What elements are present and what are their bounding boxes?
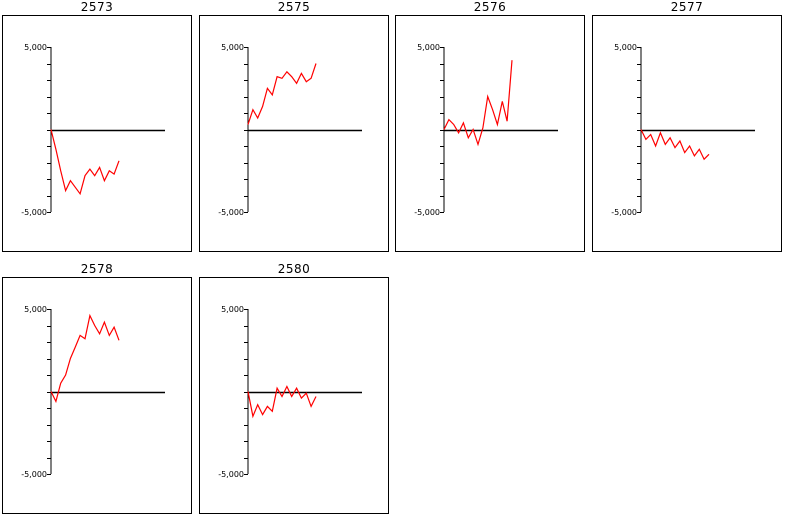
y-tick-label-min: -5,000 (218, 470, 244, 479)
plot-svg: 5,000 -5,000 (21, 305, 165, 479)
plot-frame: 5,000 -5,000 (199, 15, 389, 252)
plot-svg: 5,000 -5,000 (218, 43, 362, 217)
y-tick-label-max: 5,000 (221, 305, 244, 314)
series-line (50, 129, 120, 196)
y-tick-label-min: -5,000 (414, 208, 440, 217)
y-tick-label-max: 5,000 (221, 43, 244, 52)
chart-panel: 2580 5,000 -5,000 (199, 262, 389, 514)
plot-frame: 5,000 -5,000 (199, 277, 389, 514)
panel-title: 2573 (80, 0, 114, 14)
plot-svg: 5,000 -5,000 (218, 305, 362, 479)
plot-svg: 5,000 -5,000 (611, 43, 755, 217)
plot-frame: 5,000 -5,000 (2, 15, 192, 252)
panel-title: 2575 (277, 0, 311, 14)
chart-panel: 2576 5,000 -5,000 (395, 0, 585, 252)
y-tick-label-max: 5,000 (24, 43, 47, 52)
chart-panel: 2578 5,000 -5,000 (2, 262, 192, 514)
chart-panel: 2573 5,000 -5,000 (2, 0, 192, 252)
chart-panel: 2577 5,000 -5,000 (592, 0, 782, 252)
chart-panel: 2575 5,000 -5,000 (199, 0, 389, 252)
panel-title: 2578 (80, 262, 114, 276)
series-line (247, 385, 317, 419)
plot-svg: 5,000 -5,000 (21, 43, 165, 217)
plot-frame: 5,000 -5,000 (2, 277, 192, 514)
panel-title: 2576 (473, 0, 507, 14)
series-line (50, 313, 120, 404)
y-tick-label-min: -5,000 (21, 208, 47, 217)
series-line (640, 129, 710, 161)
panel-title: 2580 (277, 262, 311, 276)
y-tick-label-max: 5,000 (417, 43, 440, 52)
y-tick-label-max: 5,000 (24, 305, 47, 314)
plot-svg: 5,000 -5,000 (414, 43, 558, 217)
y-tick-label-max: 5,000 (614, 43, 637, 52)
y-tick-label-min: -5,000 (21, 470, 47, 479)
plot-frame: 5,000 -5,000 (592, 15, 782, 252)
series-line (443, 60, 513, 147)
series-line (247, 63, 317, 125)
y-tick-label-min: -5,000 (611, 208, 637, 217)
panel-title: 2577 (670, 0, 704, 14)
plot-frame: 5,000 -5,000 (395, 15, 585, 252)
y-tick-label-min: -5,000 (218, 208, 244, 217)
